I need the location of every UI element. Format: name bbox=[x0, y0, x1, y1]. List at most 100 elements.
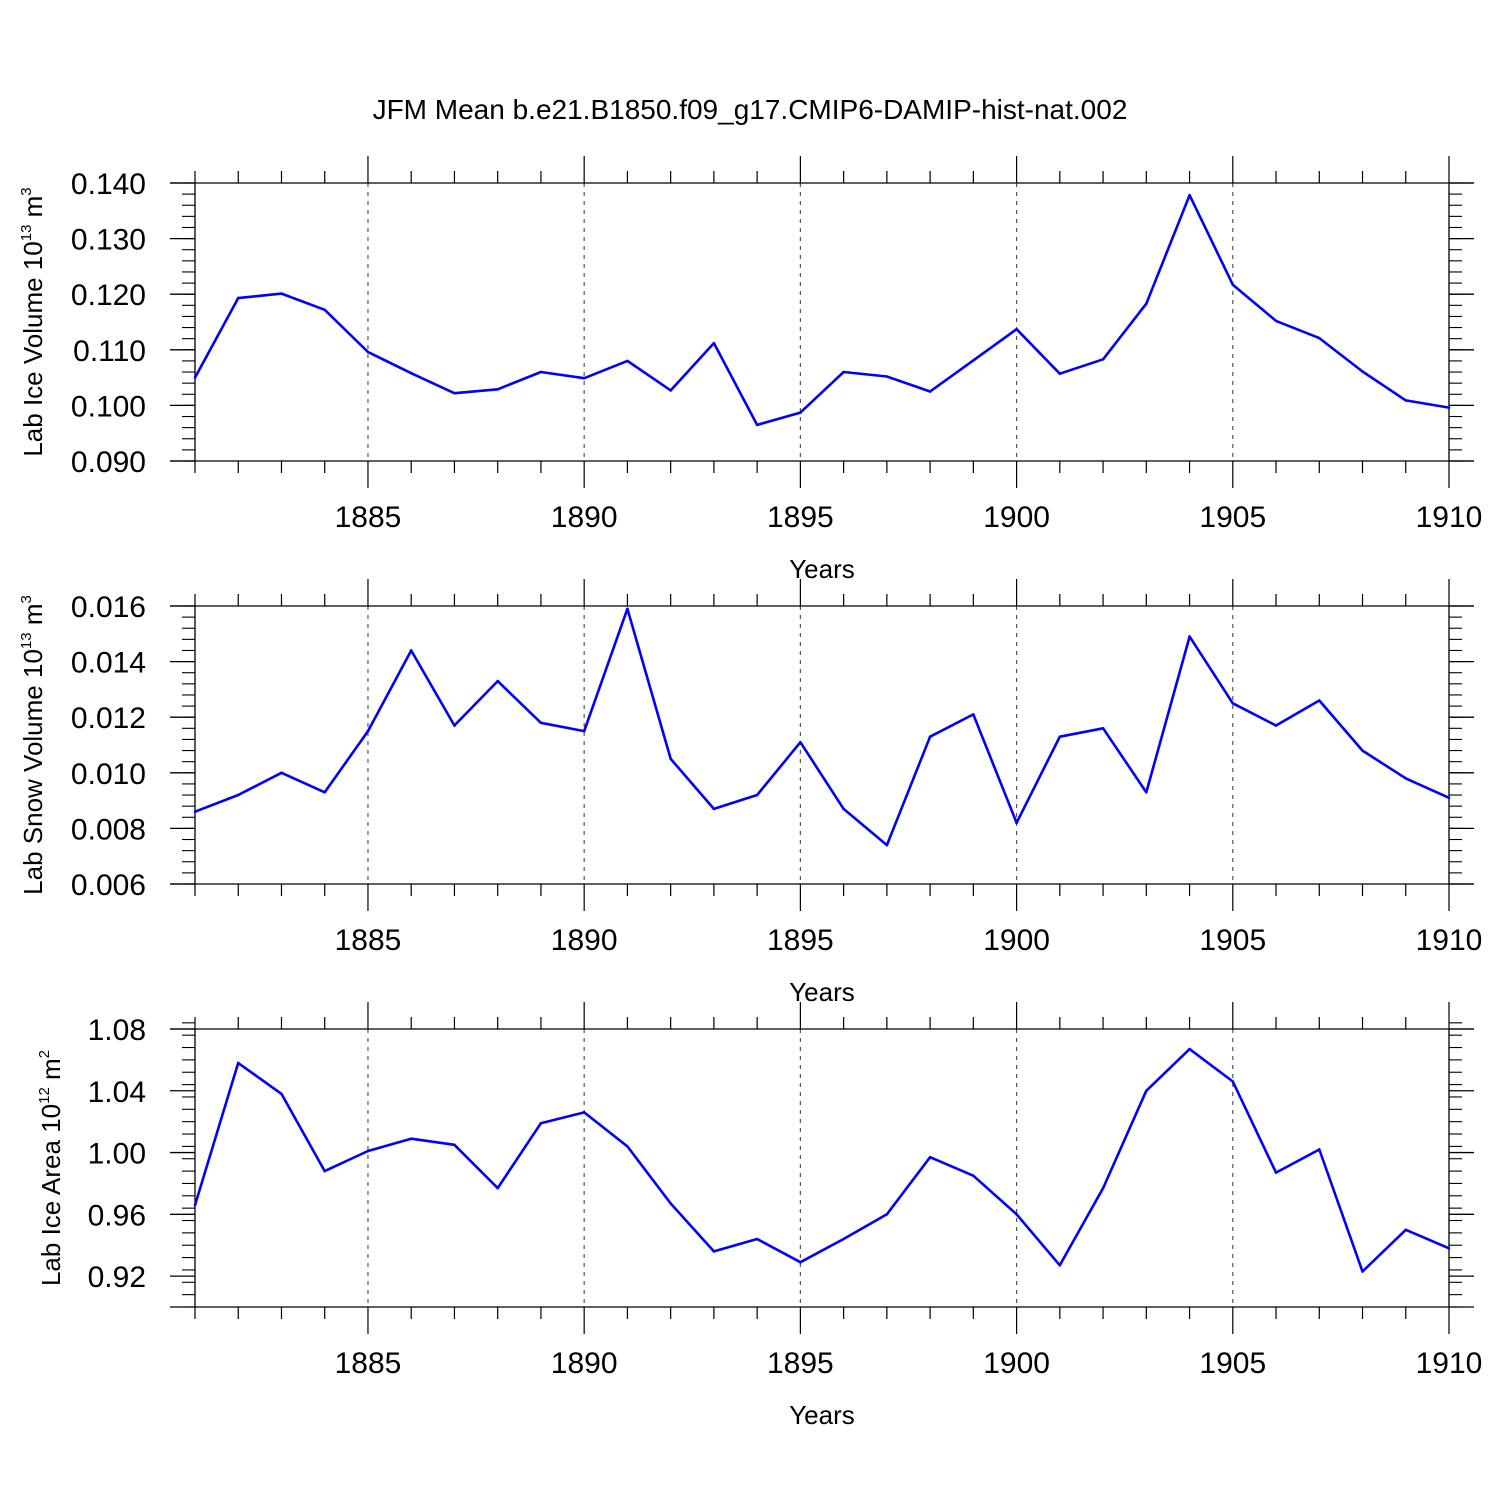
y-tick-label: 0.100 bbox=[71, 390, 146, 423]
y-tick-label: 0.96 bbox=[88, 1199, 146, 1232]
y-axis-label-part: Lab Snow Volume 10 bbox=[18, 649, 48, 895]
x-axis-label: Years bbox=[789, 554, 855, 584]
y-axis-label-superscript: 13 bbox=[18, 632, 35, 649]
x-tick-label: 1890 bbox=[551, 1347, 618, 1380]
data-point bbox=[539, 370, 543, 374]
data-point bbox=[1274, 724, 1278, 727]
x-tick-label: 1895 bbox=[767, 924, 834, 957]
y-axis-label-superscript: 12 bbox=[36, 1087, 53, 1104]
x-tick-label: 1900 bbox=[983, 924, 1050, 957]
data-point bbox=[193, 810, 197, 814]
y-tick-label: 1.08 bbox=[88, 1014, 146, 1047]
data-point bbox=[1404, 399, 1408, 402]
data-point bbox=[366, 1149, 370, 1153]
data-point bbox=[1447, 796, 1451, 800]
data-point bbox=[409, 649, 413, 652]
data-point bbox=[1145, 790, 1148, 794]
data-point bbox=[280, 292, 283, 295]
data-point bbox=[928, 390, 932, 393]
data-point bbox=[496, 387, 499, 391]
y-tick-label: 0.016 bbox=[71, 591, 146, 624]
data-point bbox=[409, 1137, 413, 1140]
data-point bbox=[626, 607, 629, 611]
data-point bbox=[1361, 749, 1364, 752]
data-point bbox=[1404, 777, 1408, 780]
data-point bbox=[1101, 727, 1105, 730]
x-tick-label: 1910 bbox=[1416, 1347, 1483, 1380]
y-axis-label-part: Lab Ice Area 10 bbox=[36, 1104, 66, 1286]
x-tick-label: 1905 bbox=[1199, 924, 1266, 957]
x-tick-label: 1895 bbox=[767, 1347, 834, 1380]
x-tick-label: 1910 bbox=[1416, 501, 1483, 534]
data-point bbox=[1015, 1213, 1018, 1216]
data-point bbox=[193, 376, 197, 379]
data-point bbox=[1101, 1186, 1105, 1190]
data-point bbox=[669, 389, 672, 392]
data-point bbox=[1317, 699, 1321, 702]
y-axis-label-part: m bbox=[18, 604, 48, 633]
data-point bbox=[1145, 1089, 1148, 1093]
data-point bbox=[842, 370, 845, 374]
data-point bbox=[1058, 1264, 1062, 1267]
y-tick-label: 0.012 bbox=[71, 702, 146, 735]
data-point bbox=[1317, 1148, 1321, 1151]
data-point bbox=[1188, 1047, 1191, 1051]
data-point bbox=[1231, 1080, 1235, 1083]
y-tick-label: 0.110 bbox=[73, 335, 146, 368]
data-point bbox=[1188, 635, 1191, 638]
y-axis-label: Lab Ice Volume 1013 m3 bbox=[18, 187, 48, 456]
data-point bbox=[626, 359, 629, 363]
data-point bbox=[496, 1186, 499, 1190]
y-axis-label-superscript: 2 bbox=[36, 1050, 53, 1058]
data-point bbox=[1015, 821, 1018, 825]
y-tick-label: 0.008 bbox=[71, 813, 146, 846]
data-point bbox=[928, 735, 932, 738]
data-point bbox=[1404, 1228, 1408, 1232]
data-point bbox=[626, 1145, 629, 1148]
data-point bbox=[885, 843, 889, 847]
data-point bbox=[1447, 1247, 1451, 1250]
x-tick-label: 1890 bbox=[551, 924, 618, 957]
y-tick-label: 0.140 bbox=[71, 168, 146, 201]
data-point bbox=[755, 423, 759, 427]
y-axis-label: Lab Snow Volume 1013 m3 bbox=[18, 595, 48, 895]
chart-title: JFM Mean b.e21.B1850.f09_g17.CMIP6-DAMIP… bbox=[373, 94, 1128, 125]
data-point bbox=[366, 729, 370, 733]
y-tick-label: 0.090 bbox=[71, 446, 146, 479]
x-tick-label: 1905 bbox=[1199, 1347, 1266, 1380]
data-point bbox=[669, 757, 672, 761]
y-tick-label: 0.120 bbox=[71, 279, 146, 312]
data-point bbox=[582, 376, 586, 380]
x-tick-label: 1900 bbox=[983, 1347, 1050, 1380]
data-point bbox=[842, 807, 845, 811]
y-tick-label: 0.130 bbox=[71, 224, 146, 257]
y-axis-label-part: m bbox=[18, 196, 48, 225]
data-point bbox=[972, 1174, 975, 1178]
y-tick-label: 1.04 bbox=[88, 1076, 146, 1109]
data-point bbox=[539, 1121, 543, 1125]
data-point bbox=[972, 359, 975, 362]
data-series-line bbox=[193, 193, 1450, 427]
data-point bbox=[799, 740, 802, 744]
y-tick-label: 0.014 bbox=[71, 647, 146, 680]
x-tick-label: 1895 bbox=[767, 501, 834, 534]
x-tick-label: 1885 bbox=[335, 501, 402, 534]
y-tick-label: 0.92 bbox=[88, 1261, 146, 1294]
data-point bbox=[323, 1169, 327, 1173]
data-point bbox=[928, 1155, 932, 1159]
data-point bbox=[236, 793, 240, 797]
data-point bbox=[1058, 372, 1062, 376]
data-series-line bbox=[193, 1047, 1450, 1273]
panel-ice-area: 1885 1890 1895 1900 1905 1910 0.92 0.96 1.00 1.04… bbox=[36, 1002, 1482, 1430]
y-axis-label-superscript: 3 bbox=[18, 595, 35, 603]
data-point bbox=[972, 713, 975, 716]
data-point bbox=[885, 375, 889, 378]
data-point bbox=[712, 807, 716, 811]
data-point bbox=[280, 1092, 283, 1096]
data-point bbox=[1274, 1171, 1278, 1174]
y-axis-label: Lab Ice Area 1012 m2 bbox=[36, 1050, 66, 1286]
data-point bbox=[1145, 302, 1148, 305]
data-point bbox=[1361, 370, 1364, 373]
panel-snow-volume: 1885 1890 1895 1900 1905 1910 0.006 0.008 0.010 0… bbox=[18, 579, 1482, 1007]
